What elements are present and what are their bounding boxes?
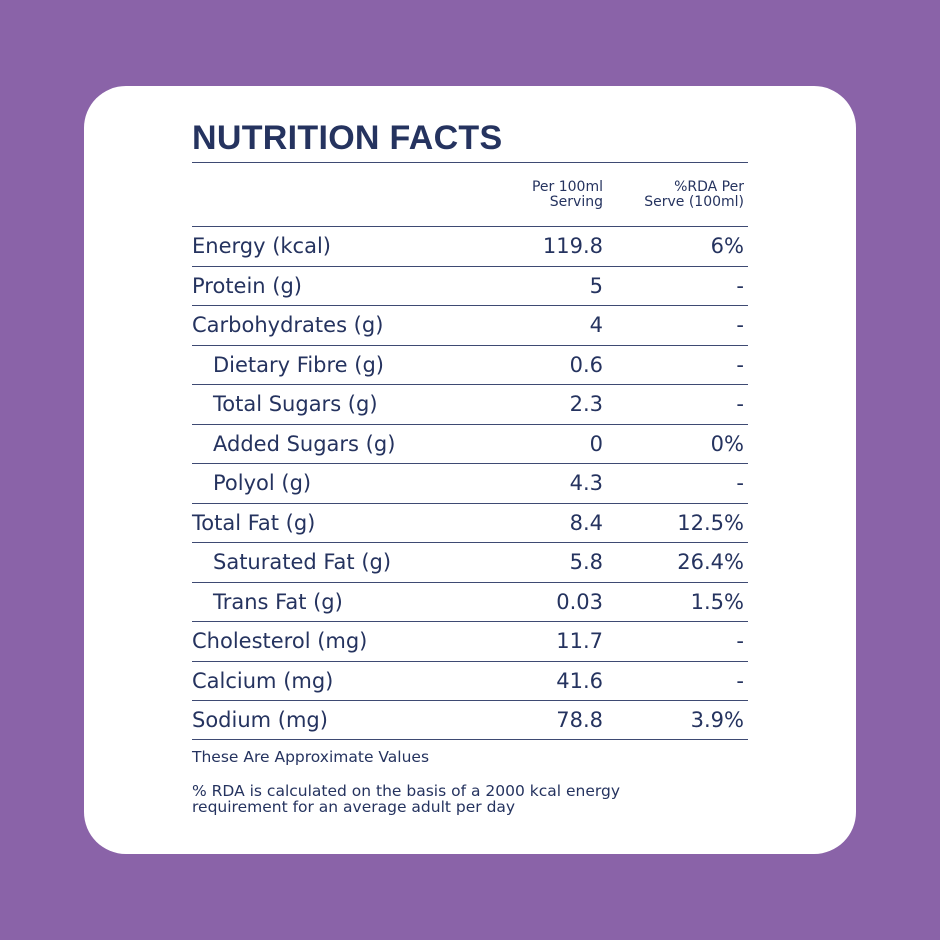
- table-row: Trans Fat (g) 0.03 1.5%: [192, 581, 748, 622]
- per-serving-value: 119.8: [542, 234, 603, 259]
- rda-footnote-line2: requirement for an average adult per day: [192, 797, 516, 816]
- rda-value: -: [736, 629, 744, 654]
- table-row: Saturated Fat (g) 5.8 26.4%: [192, 542, 748, 582]
- per-serving-value: 4.3: [569, 471, 603, 496]
- header-rda-line2: Serve (100ml): [644, 193, 744, 210]
- approximate-values-note: These Are Approximate Values: [192, 747, 430, 766]
- rda-value: -: [736, 352, 744, 377]
- title-divider: [192, 162, 748, 163]
- rda-value: -: [736, 273, 744, 298]
- nutrient-name: Energy (kcal): [192, 234, 331, 259]
- rda-value: 6%: [710, 234, 744, 259]
- nutrient-name: Protein (g): [192, 273, 303, 298]
- page-title: NUTRITION FACTS: [192, 119, 503, 157]
- per-serving-value: 2.3: [569, 392, 603, 417]
- per-serving-value: 4: [589, 313, 603, 338]
- table-row: Cholesterol (mg) 11.7 -: [192, 621, 748, 661]
- per-serving-value: 0.6: [569, 352, 603, 377]
- rda-value: 12.5%: [677, 510, 744, 535]
- rda-value: 3.9%: [690, 707, 744, 732]
- nutrient-name: Sodium (mg): [192, 707, 328, 732]
- nutrient-name: Carbohydrates (g): [192, 313, 384, 338]
- table-row: Energy (kcal) 119.8 6%: [192, 226, 748, 266]
- nutrition-panel: NUTRITION FACTS Per 100ml Serving %RDA P…: [192, 114, 748, 815]
- rda-value: -: [736, 392, 744, 417]
- nutrient-name: Added Sugars (g): [213, 431, 396, 456]
- header-serving-line1: Per 100ml: [531, 178, 603, 195]
- header-rda-line1: %RDA Per: [674, 178, 744, 195]
- nutrient-name: Calcium (mg): [192, 668, 334, 693]
- nutrition-table-body: Energy (kcal) 119.8 6% Protein (g) 5- Carbohy…: [192, 226, 748, 740]
- per-serving-value: 11.7: [556, 629, 603, 654]
- rda-footnote-line1: % RDA is calculated on the basis of a 20…: [192, 781, 621, 800]
- per-serving-value: 5: [589, 273, 603, 298]
- table-row: Added Sugars (g) 0 0%: [192, 423, 748, 464]
- nutrient-name: Cholesterol (mg): [192, 629, 368, 654]
- table-row: Total Fat (g) 8.4 12.5%: [192, 502, 748, 543]
- table-row: Dietary Fibre (g) 0.6 -: [192, 344, 748, 385]
- nutrient-name: Dietary Fibre (g): [213, 352, 384, 377]
- per-serving-value: 0: [589, 431, 603, 456]
- per-serving-value: 41.6: [556, 668, 603, 693]
- nutrition-card: NUTRITION FACTS Per 100ml Serving %RDA P…: [84, 86, 856, 854]
- rda-value: -: [736, 471, 744, 496]
- per-serving-value: 8.4: [569, 510, 603, 535]
- header-serving-line2: Serving: [549, 193, 603, 210]
- rda-value: 26.4%: [677, 550, 744, 575]
- rda-value: -: [736, 313, 744, 338]
- header-serving: Per 100ml Serving: [431, 178, 611, 210]
- table-row: Total Sugars (g) 2.3 -: [192, 384, 748, 424]
- header-rda: %RDA Per Serve (100ml): [611, 178, 748, 210]
- nutrient-name: Trans Fat (g): [213, 589, 343, 614]
- per-serving-value: 78.8: [556, 707, 603, 732]
- table-row: Carbohydrates (g) 4 -: [192, 305, 748, 345]
- nutrient-name: Total Fat (g): [192, 510, 316, 535]
- rda-value: -: [736, 668, 744, 693]
- table-row: Calcium (mg) 41.6 -: [192, 660, 748, 701]
- rda-value: 1.5%: [690, 589, 744, 614]
- table-row: Protein (g) 5 -: [192, 265, 748, 306]
- table-header: Per 100ml Serving %RDA Per Serve (100ml): [192, 163, 748, 226]
- nutrient-name: Total Sugars (g): [213, 392, 378, 417]
- rda-footnote: % RDA is calculated on the basis of a 20…: [192, 783, 752, 815]
- per-serving-value: 0.03: [556, 589, 603, 614]
- nutrient-name: Polyol (g): [213, 471, 312, 496]
- table-row: Sodium (mg) 78.8 3.9%: [192, 700, 748, 740]
- rda-value: 0%: [710, 431, 744, 456]
- nutrient-name: Saturated Fat (g): [213, 550, 392, 575]
- table-row: Polyol (g) 4.3 -: [192, 463, 748, 503]
- per-serving-value: 5.8: [569, 550, 603, 575]
